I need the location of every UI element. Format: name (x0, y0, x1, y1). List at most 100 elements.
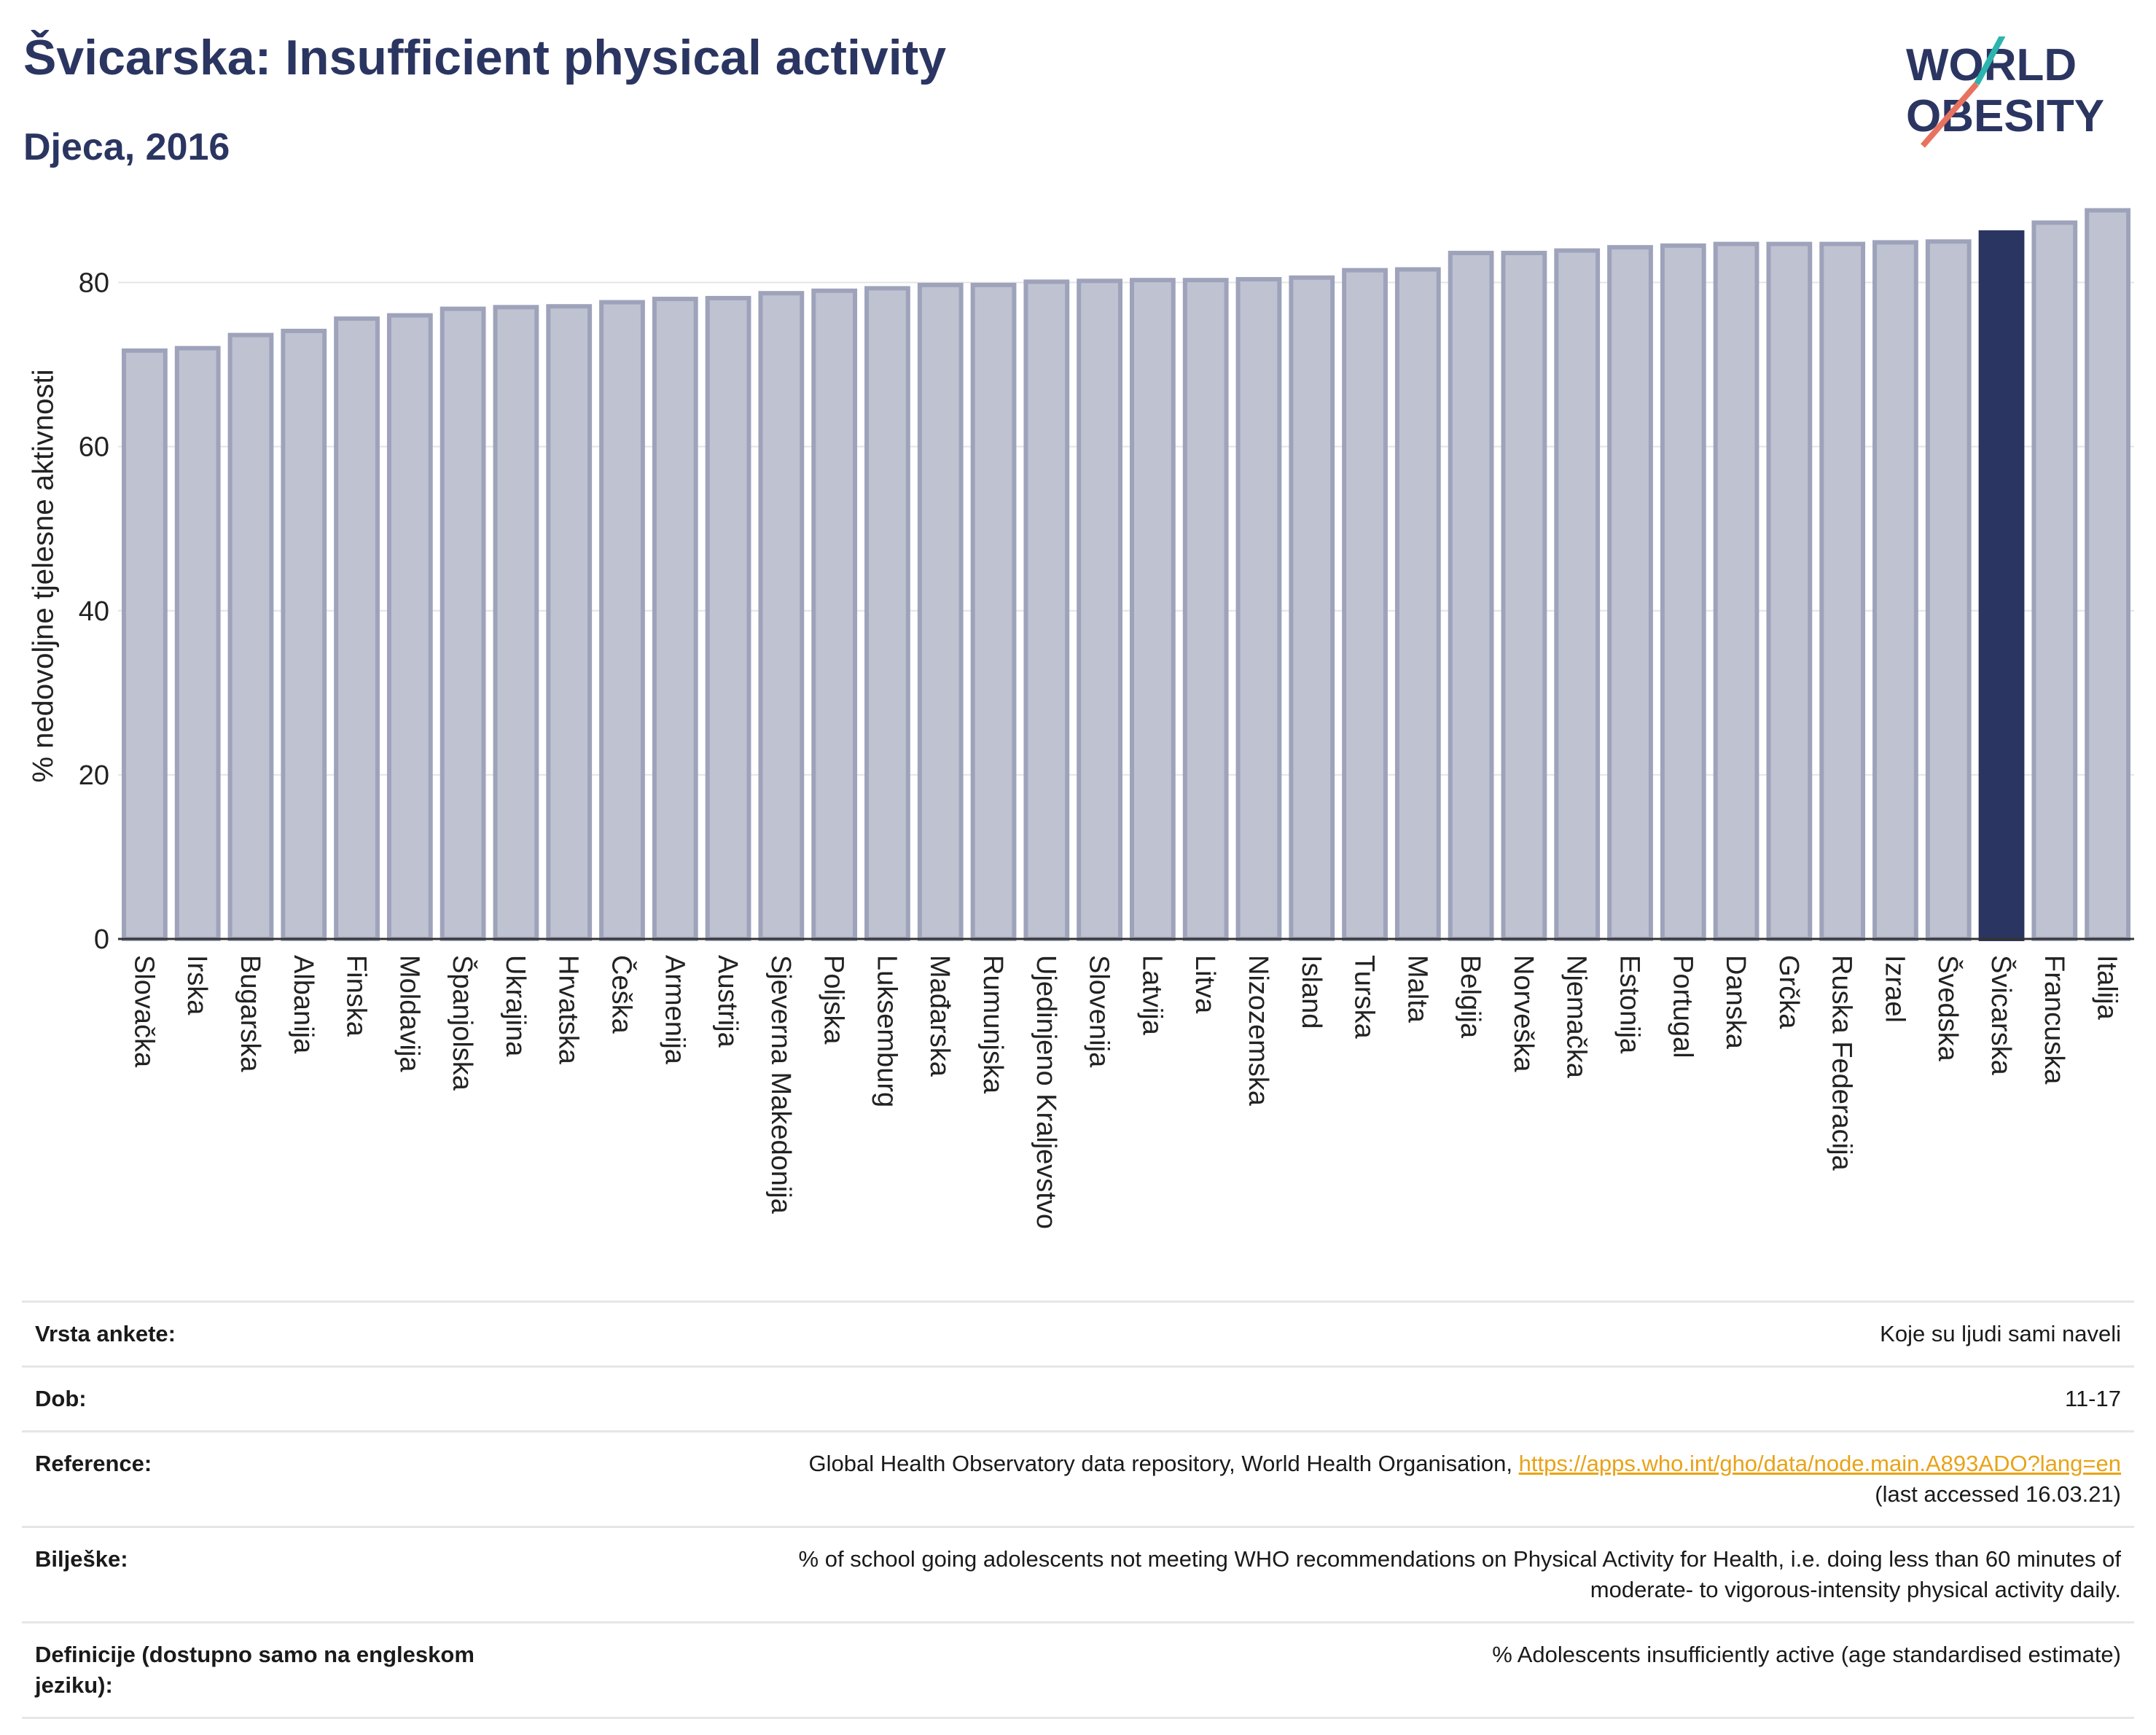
info-row: Definicije (dostupno samo na engleskom j… (22, 1621, 2134, 1719)
bar (1766, 241, 1813, 942)
y-tick-label: 40 (79, 596, 109, 627)
x-tick-label: Hrvatska (553, 955, 584, 1065)
x-tick-label: Portugal (1667, 955, 1698, 1058)
x-tick-label: Nizozemska (1243, 955, 1273, 1107)
x-tick-label: Albanija (288, 955, 319, 1054)
info-label: Bilješke: (35, 1546, 128, 1572)
x-tick-label: Grčka (1773, 955, 1804, 1029)
bar (281, 328, 327, 942)
bar (970, 282, 1017, 941)
bar (1394, 267, 1441, 941)
y-tick-label: 80 (79, 268, 109, 299)
bar (1077, 278, 1122, 941)
info-label: Reference: (35, 1451, 152, 1476)
bar (652, 297, 698, 942)
x-tick-label: Estonija (1614, 955, 1645, 1054)
x-tick-label: Slovačka (128, 955, 159, 1068)
y-axis-label: % nedovoljne tjelesne aktivnosti (27, 369, 60, 783)
logo-line1: WORLD (1906, 40, 2077, 90)
info-label: Definicije (dostupno samo na engleskom j… (35, 1642, 474, 1698)
bar (1978, 230, 2025, 941)
x-tick-label: Latvija (1136, 955, 1167, 1036)
bar (493, 305, 539, 942)
logo-line2: OBESITY (1906, 91, 2104, 141)
bar (705, 295, 751, 941)
bar (1925, 239, 1972, 941)
x-tick-label: Norveška (1508, 955, 1539, 1072)
bar (1554, 248, 1601, 941)
bar (811, 288, 858, 941)
bar (227, 332, 274, 941)
x-tick-label: Finska (341, 955, 372, 1037)
bar-chart: 0 20 40 60 80 Slovačka Irska Bugarska Albanija Fi… (79, 208, 2134, 1229)
bar (1713, 241, 1759, 942)
info-value: Global Health Observatory data repositor… (808, 1451, 2121, 1507)
x-tick-label: Sjeverna Makedonija (765, 955, 796, 1214)
bar (864, 286, 910, 941)
x-tick-label: Moldavija (394, 955, 424, 1072)
x-tick-label: Češka (606, 955, 638, 1034)
info-label: Dob: (35, 1386, 87, 1411)
x-tick-label: Slovenija (1084, 955, 1114, 1068)
x-tick-label: Belgija (1455, 955, 1485, 1039)
reference-link[interactable]: https://apps.who.int/gho/data/node.main.… (1518, 1451, 2121, 1476)
bar (1607, 245, 1653, 941)
bar (1289, 275, 1335, 941)
x-tick-label: Irska (181, 955, 212, 1015)
x-tick-label: Njemačka (1561, 955, 1592, 1079)
info-value: Koje su ljudi sami naveli (1880, 1321, 2121, 1346)
info-label: Vrsta ankete: (35, 1321, 176, 1346)
bar (334, 316, 380, 941)
bar (440, 306, 486, 942)
x-tick-label: Švicarska (1985, 955, 2018, 1076)
x-tick-label: Austrija (712, 955, 743, 1048)
bar (2085, 208, 2130, 941)
page-subtitle: Djeca, 2016 (23, 126, 230, 168)
x-tick-label: Danska (1720, 955, 1751, 1050)
x-tick-label: Armenija (659, 955, 690, 1065)
y-tick-label: 0 (94, 924, 109, 955)
info-row: Vrsta ankete: Koje su ljudi sami naveli (22, 1301, 2134, 1365)
bar (1660, 243, 1706, 941)
x-tick-label: Ujedinjeno Kraljevstvo (1031, 955, 1061, 1229)
y-tick-label: 20 (79, 760, 109, 791)
bar (1448, 251, 1494, 941)
bar (758, 291, 805, 941)
info-table: Vrsta ankete: Koje su ljudi sami naveli Do… (22, 1301, 2134, 1719)
bar (122, 348, 168, 941)
x-tick-label: Island (1296, 955, 1327, 1029)
x-tick-label: Litva (1190, 955, 1220, 1014)
logo-slash-coral (1920, 82, 1980, 148)
bar (917, 282, 964, 941)
bar (1501, 251, 1547, 941)
bar (546, 304, 593, 941)
x-tick-label: Poljska (819, 955, 849, 1045)
x-tick-label: Ruska Federacija (1827, 955, 1857, 1171)
x-tick-label: Švedska (1932, 955, 1964, 1062)
bar (386, 313, 433, 942)
bar (1872, 240, 1918, 941)
x-tick-label: Francuska (2039, 955, 2069, 1085)
x-tick-label: Turska (1349, 955, 1380, 1040)
bar (1182, 278, 1229, 941)
page-title: Švicarska: Insufficient physical activit… (23, 30, 947, 85)
bar (599, 300, 645, 941)
info-value: % of school going adolescents not meetin… (798, 1546, 2121, 1602)
x-tick-label: Španjolska (447, 955, 479, 1091)
logo-slash-teal (1974, 36, 2006, 85)
x-tick-label: Luksemburg (871, 955, 902, 1107)
x-tick-label: Mađarska (924, 955, 955, 1077)
info-value: 11-17 (2065, 1386, 2121, 1411)
bar (174, 346, 221, 942)
info-row: Reference: Global Health Observatory data… (22, 1430, 2134, 1526)
bar (1023, 279, 1070, 941)
info-row: Bilješke: % of school going adolescents n… (22, 1526, 2134, 1621)
bar (2031, 220, 2078, 941)
x-tick-label: Italija (2092, 955, 2122, 1021)
x-tick-label: Bugarska (235, 955, 265, 1072)
x-tick-label: Izrael (1879, 955, 1910, 1023)
bar (1819, 241, 1866, 942)
bar (1235, 277, 1282, 941)
x-tick-label: Ukrajina (500, 955, 531, 1057)
bar (1342, 268, 1388, 941)
